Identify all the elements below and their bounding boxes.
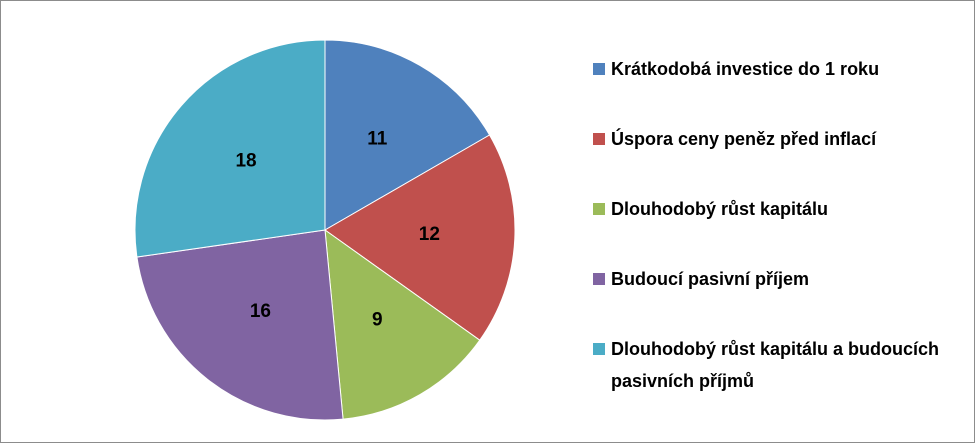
data-label: 18 — [235, 151, 256, 172]
legend-swatch — [593, 273, 605, 285]
pie-slice — [324, 228, 481, 420]
legend-item: Krátkodobá investice do 1 roku — [593, 53, 943, 85]
legend-item: Úspora ceny peněz před inflací — [593, 123, 943, 155]
data-label: 9 — [372, 310, 383, 331]
legend-swatch — [593, 203, 605, 215]
pie-slice — [136, 229, 344, 421]
data-label: 16 — [250, 301, 271, 322]
legend: Krátkodobá investice do 1 roku Úspora cen… — [593, 53, 943, 435]
data-label: 11 — [367, 129, 388, 150]
pie-slice — [324, 39, 491, 231]
legend-item: Dlouhodobý růst kapitálu a budoucích pas… — [593, 333, 943, 397]
legend-label: Krátkodobá investice do 1 roku — [611, 59, 880, 79]
pie-slice — [324, 134, 516, 341]
data-label: 12 — [419, 224, 440, 245]
legend-swatch — [593, 133, 605, 145]
legend-item: Dlouhodobý růst kapitálu — [593, 193, 943, 225]
legend-label: Dlouhodobý růst kapitálu a budoucích pas… — [611, 339, 940, 391]
pie-slice — [134, 39, 326, 258]
legend-label: Budoucí pasivní příjem — [611, 269, 810, 289]
legend-label: Úspora ceny peněz před inflací — [611, 129, 877, 149]
legend-label: Dlouhodobý růst kapitálu — [611, 199, 829, 219]
legend-item: Budoucí pasivní příjem — [593, 263, 943, 295]
legend-swatch — [593, 63, 605, 75]
legend-swatch — [593, 343, 605, 355]
